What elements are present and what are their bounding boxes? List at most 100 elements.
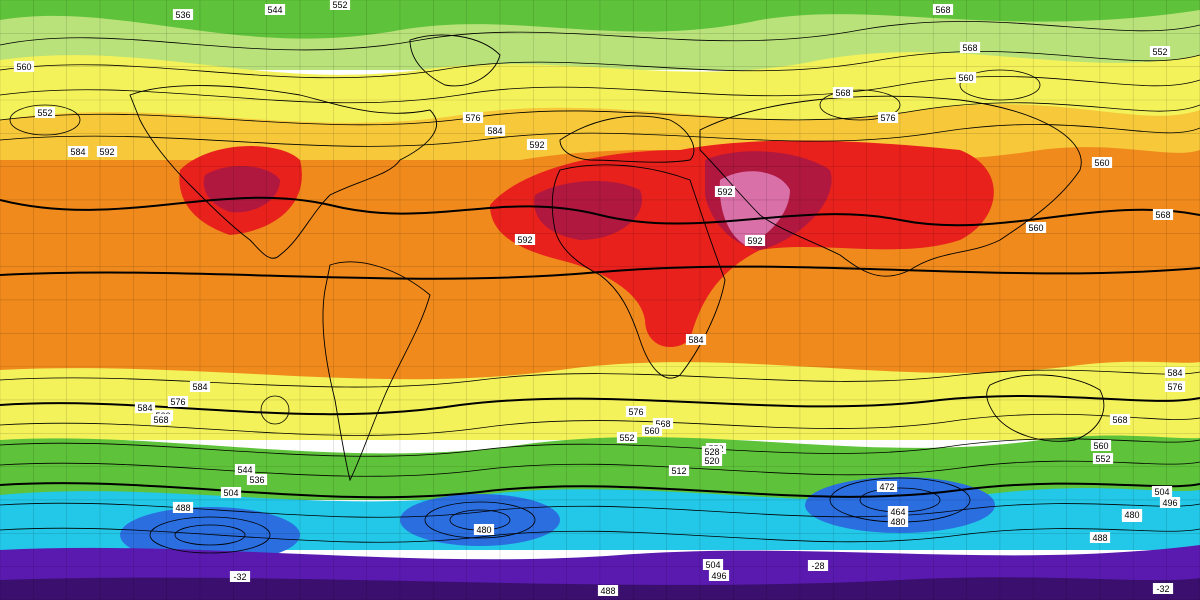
contour-label: 480 xyxy=(476,525,491,535)
contour-label: 504 xyxy=(223,488,238,498)
contour-label: 568 xyxy=(655,419,670,429)
coastlines xyxy=(129,34,1105,482)
contour-label: 592 xyxy=(517,235,532,245)
contour-label-box xyxy=(484,125,506,136)
contour-label: 584 xyxy=(1167,368,1182,378)
contour-label: 568 xyxy=(1155,210,1170,220)
contour-label-box xyxy=(1159,497,1181,508)
contour-low-2 xyxy=(424,501,536,539)
contour-label-box xyxy=(1164,381,1186,392)
contour-label-box xyxy=(932,4,954,15)
contour-label-box xyxy=(220,487,242,498)
contour-label-box xyxy=(67,146,89,157)
contour-label: 560 xyxy=(1093,441,1108,451)
contour-label-box xyxy=(134,402,156,413)
contour-label: 568 xyxy=(935,5,950,15)
contour-label-box xyxy=(1091,157,1113,168)
contour-label: 576 xyxy=(880,113,895,123)
coast-south-america xyxy=(322,261,431,482)
contour-label-box xyxy=(246,474,268,485)
contour-label-box xyxy=(526,139,548,150)
contour-label: 592 xyxy=(717,187,732,197)
contour-label: 584 xyxy=(688,335,703,345)
contour-label-box xyxy=(96,146,118,157)
contour-label-box xyxy=(876,481,898,492)
contour-label-box xyxy=(708,570,730,581)
contour-label: 520 xyxy=(704,456,719,466)
contour-label: 552 xyxy=(332,0,347,10)
contour-label: 464 xyxy=(890,507,905,517)
contour-label: -32 xyxy=(233,572,246,582)
contour-label-box xyxy=(668,465,690,476)
contour-label: 560 xyxy=(1028,223,1043,233)
contour-label: 560 xyxy=(644,426,659,436)
contour-label: 552 xyxy=(37,108,52,118)
contour-label-box xyxy=(1089,532,1111,543)
contour-label-box xyxy=(167,396,189,407)
contour-label: -28 xyxy=(811,561,824,571)
contour-label-box xyxy=(473,524,495,535)
contour-label: 552 xyxy=(1095,454,1110,464)
contour-label-box xyxy=(1152,209,1174,220)
contour-label-box xyxy=(625,406,647,417)
contour-n4 xyxy=(0,102,1200,126)
contour-label: 528 xyxy=(704,447,719,457)
contour-label: 584 xyxy=(70,147,85,157)
contour-label: 488 xyxy=(1092,533,1107,543)
contour-s7 xyxy=(0,502,1200,518)
contour-lines xyxy=(0,21,1200,554)
contour-label: 544 xyxy=(267,5,282,15)
contour-label-box xyxy=(34,107,56,118)
contour-label: 560 xyxy=(958,73,973,83)
contour-s1 xyxy=(0,369,1200,388)
contour-label: 568 xyxy=(153,415,168,425)
contour-label-box xyxy=(264,4,286,15)
contour-label-box xyxy=(189,381,211,392)
contour-label-box xyxy=(652,418,674,429)
contour-label-box xyxy=(832,87,854,98)
contour-label-box xyxy=(1090,440,1112,451)
contour-label-box xyxy=(1092,453,1114,464)
contour-label-box xyxy=(229,571,251,582)
contour-label: 544 xyxy=(237,465,252,475)
contour-high-north-1 xyxy=(9,104,81,136)
contour-label-box xyxy=(616,432,638,443)
contour-label: 536 xyxy=(175,10,190,20)
contour-label-box xyxy=(1151,486,1173,497)
contour-label: 592 xyxy=(747,236,762,246)
contour-label-box xyxy=(685,334,707,345)
contour-label-box xyxy=(701,446,723,457)
contour-low-1 xyxy=(149,516,271,554)
contour-label-box xyxy=(1152,583,1174,594)
contour-s6-bold xyxy=(0,482,1200,499)
very-hot-mexico xyxy=(203,165,280,213)
contour-label-box xyxy=(714,186,736,197)
contour-s3 xyxy=(0,413,1200,436)
contour-label: 568 xyxy=(835,88,850,98)
contour-label: 512 xyxy=(671,466,686,476)
contour-label-box xyxy=(1121,509,1143,520)
contour-label: 552 xyxy=(619,433,634,443)
contour-label-box xyxy=(172,502,194,513)
contour-n3 xyxy=(0,76,1200,104)
contour-s8 xyxy=(0,527,1200,543)
contour-label: 536 xyxy=(249,475,264,485)
contour-label: 584 xyxy=(137,403,152,413)
contour-label-box xyxy=(462,112,484,123)
contour-label: 488 xyxy=(175,503,190,513)
contour-low-1b xyxy=(174,524,246,546)
coast-africa xyxy=(551,164,726,379)
contour-label: 576 xyxy=(1167,382,1182,392)
contour-label: 576 xyxy=(170,397,185,407)
contour-label: 480 xyxy=(890,517,905,527)
contour-label-box xyxy=(597,585,619,596)
contour-label-box xyxy=(1025,222,1047,233)
contour-label: 504 xyxy=(1154,487,1169,497)
contour-label-box xyxy=(959,42,981,53)
contour-label: 480 xyxy=(1124,510,1139,520)
contour-tropic-bold xyxy=(0,265,1200,280)
contour-s4 xyxy=(0,438,1200,457)
contour-label-box xyxy=(13,61,35,72)
